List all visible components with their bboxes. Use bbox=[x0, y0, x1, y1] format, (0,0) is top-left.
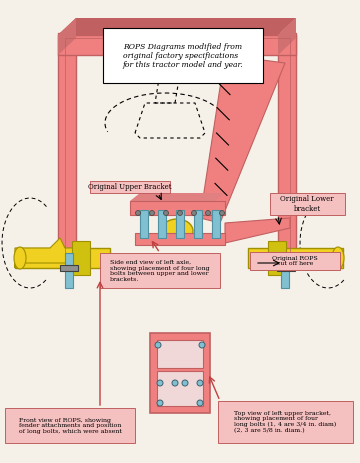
Ellipse shape bbox=[161, 219, 193, 243]
Ellipse shape bbox=[332, 247, 344, 269]
Bar bbox=[58, 33, 76, 263]
Polygon shape bbox=[200, 55, 285, 223]
Bar bbox=[248, 248, 343, 268]
Ellipse shape bbox=[149, 211, 154, 215]
Bar bbox=[60, 265, 78, 271]
Text: Side end view of left axle,
showing placement of four long
bolts between upper a: Side end view of left axle, showing plac… bbox=[110, 260, 210, 282]
Ellipse shape bbox=[220, 211, 225, 215]
Polygon shape bbox=[15, 238, 75, 268]
Ellipse shape bbox=[157, 400, 163, 406]
Ellipse shape bbox=[163, 211, 168, 215]
Text: Front view of ROPS, showing
fender attachments and position
of long bolts, which: Front view of ROPS, showing fender attac… bbox=[19, 418, 121, 434]
Bar bbox=[130, 201, 225, 215]
Polygon shape bbox=[225, 218, 290, 243]
Bar bbox=[72, 241, 90, 275]
Ellipse shape bbox=[197, 400, 203, 406]
Bar bbox=[278, 33, 296, 263]
Ellipse shape bbox=[14, 247, 26, 269]
Ellipse shape bbox=[177, 211, 183, 215]
Bar bbox=[212, 210, 220, 238]
Polygon shape bbox=[58, 18, 76, 263]
Ellipse shape bbox=[197, 380, 203, 386]
Bar bbox=[135, 233, 225, 245]
Text: Original Upper Bracket: Original Upper Bracket bbox=[88, 183, 172, 191]
Ellipse shape bbox=[206, 211, 211, 215]
Ellipse shape bbox=[182, 380, 188, 386]
Polygon shape bbox=[58, 18, 296, 35]
Polygon shape bbox=[58, 18, 76, 55]
Bar bbox=[158, 210, 166, 238]
Bar bbox=[150, 333, 210, 413]
Bar bbox=[194, 210, 202, 238]
Ellipse shape bbox=[172, 380, 178, 386]
Text: Original ROPS
cut off here: Original ROPS cut off here bbox=[272, 256, 318, 266]
Bar bbox=[176, 210, 184, 238]
Text: Top view of left upper bracket,
showing placement of four
long bolts (1, 4 are 3: Top view of left upper bracket, showing … bbox=[234, 411, 336, 433]
FancyBboxPatch shape bbox=[270, 193, 345, 215]
FancyBboxPatch shape bbox=[250, 252, 340, 270]
Bar bbox=[268, 241, 286, 275]
Ellipse shape bbox=[155, 342, 161, 348]
Ellipse shape bbox=[192, 211, 197, 215]
FancyBboxPatch shape bbox=[100, 253, 220, 288]
Ellipse shape bbox=[157, 380, 163, 386]
Bar bbox=[281, 253, 289, 288]
Ellipse shape bbox=[199, 342, 205, 348]
FancyBboxPatch shape bbox=[218, 401, 353, 443]
FancyBboxPatch shape bbox=[90, 181, 170, 193]
Polygon shape bbox=[278, 18, 296, 263]
FancyBboxPatch shape bbox=[5, 408, 135, 443]
Text: ROPS Diagrams modified from
original factory specifications
for this tractor mod: ROPS Diagrams modified from original fac… bbox=[123, 43, 243, 69]
Polygon shape bbox=[278, 18, 296, 55]
Bar bbox=[140, 210, 148, 238]
FancyBboxPatch shape bbox=[103, 28, 263, 83]
Bar bbox=[65, 253, 73, 288]
Ellipse shape bbox=[135, 211, 140, 215]
Bar bbox=[157, 371, 203, 406]
Bar bbox=[15, 248, 110, 268]
Text: Original Lower
bracket: Original Lower bracket bbox=[280, 195, 334, 213]
Bar bbox=[157, 340, 203, 368]
Bar bbox=[277, 265, 295, 271]
Bar bbox=[58, 35, 296, 55]
Polygon shape bbox=[130, 193, 225, 201]
